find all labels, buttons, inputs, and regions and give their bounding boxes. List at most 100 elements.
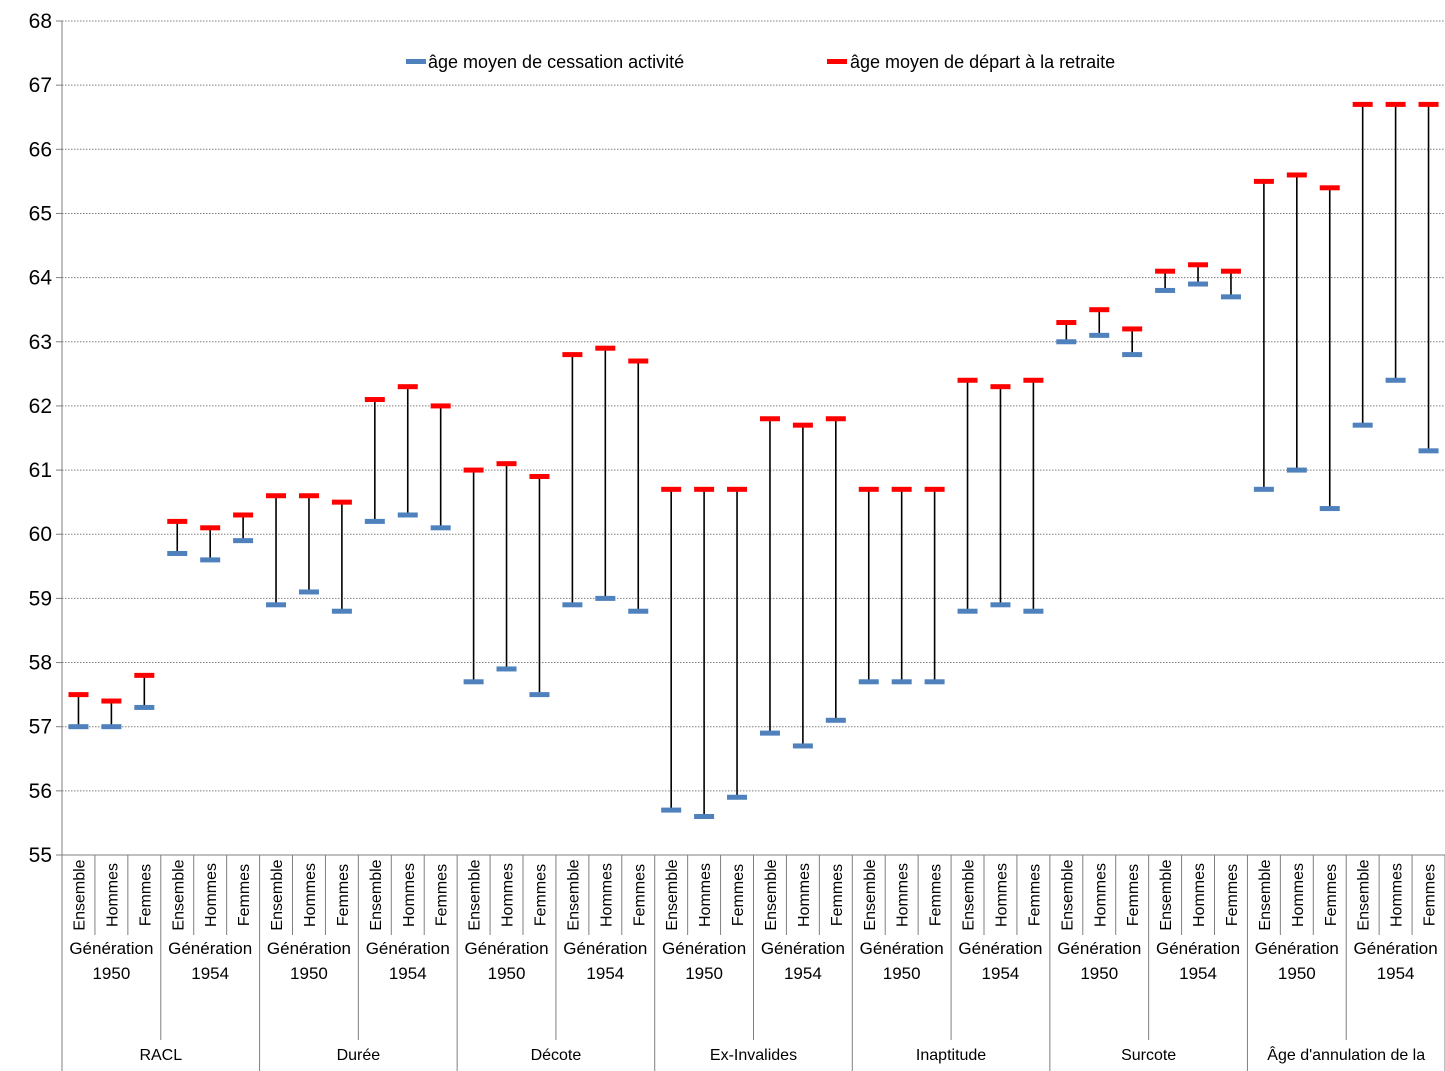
x-label-sex: Hommes <box>1092 863 1109 927</box>
x-label-generation: Génération <box>860 939 944 958</box>
retraite-marker <box>727 486 748 492</box>
x-label-sex: Hommes <box>895 863 912 927</box>
cessation-marker <box>68 724 89 730</box>
x-label-generation-year: 1954 <box>784 964 822 983</box>
cessation-marker <box>364 518 385 524</box>
retraite-marker <box>1089 307 1110 313</box>
retraite-marker <box>101 698 122 704</box>
x-label-group: Inaptitude <box>916 1047 986 1064</box>
cessation-marker <box>463 679 484 685</box>
x-label-generation-year: 1954 <box>982 964 1020 983</box>
x-label-sex: Ensemble <box>1356 859 1373 930</box>
x-axis: Ensemble Hommes Femmes Ensemble Hommes Femmes… <box>61 854 1445 1071</box>
y-tick-label-55: 55 <box>29 844 52 867</box>
x-label-generation: Génération <box>1255 939 1339 958</box>
legend-swatch-retraite <box>827 59 847 64</box>
x-label-sex: Hommes <box>796 863 813 927</box>
x-label-generation-year: 1950 <box>92 964 130 983</box>
cessation-marker <box>1056 339 1077 345</box>
retraite-marker <box>792 422 813 428</box>
retraite-marker <box>68 692 89 698</box>
retraite-marker <box>628 358 649 364</box>
x-label-generation-year: 1954 <box>586 964 624 983</box>
legend-swatch-cessation <box>406 59 426 64</box>
x-label-generation: Génération <box>366 939 450 958</box>
x-label-generation-year: 1954 <box>1377 964 1415 983</box>
retraite-marker <box>1319 185 1340 191</box>
cessation-marker <box>397 512 418 518</box>
cessation-marker <box>562 602 583 608</box>
x-label-sex: Ensemble <box>1158 859 1175 930</box>
cessation-marker <box>101 724 122 730</box>
cessation-marker <box>990 602 1011 608</box>
cessation-marker <box>1122 352 1143 358</box>
x-label-group: Ex-Invalides <box>710 1047 797 1064</box>
y-tick-label-63: 63 <box>29 331 52 354</box>
y-tick-label-61: 61 <box>29 459 52 482</box>
retraite-marker <box>1023 377 1044 383</box>
cessation-marker <box>1220 294 1241 300</box>
x-label-group: Âge d'annulation de la <box>1267 1045 1425 1064</box>
x-label-sex: Femmes <box>1026 864 1043 926</box>
x-label-sex: Ensemble <box>763 859 780 930</box>
x-label-sex: Hommes <box>993 863 1010 927</box>
x-label-sex: Hommes <box>104 863 121 927</box>
x-label-generation-year: 1950 <box>1278 964 1316 983</box>
x-label-sex: Ensemble <box>565 859 582 930</box>
x-label-sex: Ensemble <box>170 859 187 930</box>
retraite-marker <box>1188 262 1209 268</box>
y-tick-label-65: 65 <box>29 202 52 225</box>
x-label-sex: Hommes <box>401 863 418 927</box>
x-label-group: Décote <box>531 1047 582 1064</box>
cessation-marker <box>200 557 221 563</box>
y-tick-label-60: 60 <box>29 523 52 546</box>
x-label-generation-year: 1950 <box>883 964 921 983</box>
data-marks <box>68 101 1439 820</box>
x-label-generation: Génération <box>958 939 1042 958</box>
x-label-sex: Ensemble <box>467 859 484 930</box>
x-label-generation: Génération <box>267 939 351 958</box>
retraite-marker <box>1155 268 1176 274</box>
retraite-marker <box>529 473 550 479</box>
x-label-group: RACL <box>139 1047 182 1064</box>
retraite-marker <box>463 467 484 473</box>
cessation-marker <box>331 608 352 614</box>
x-label-generation-year: 1950 <box>290 964 328 983</box>
cessation-marker <box>134 704 155 710</box>
x-label-sex: Ensemble <box>664 859 681 930</box>
x-label-sex: Femmes <box>1224 864 1241 926</box>
cessation-marker <box>891 679 912 685</box>
cessation-marker <box>792 743 813 749</box>
retraite-marker <box>134 672 155 678</box>
y-tick-label-64: 64 <box>29 267 53 290</box>
x-label-generation-year: 1950 <box>488 964 526 983</box>
x-label-generation: Génération <box>1057 939 1141 958</box>
retraite-marker <box>167 518 188 524</box>
cessation-marker <box>858 679 879 685</box>
legend-label-retraite: âge moyen de départ à la retraite <box>850 52 1115 72</box>
retraite-marker <box>1385 101 1406 107</box>
x-label-sex: Femmes <box>335 864 352 926</box>
x-label-sex: Femmes <box>137 864 154 926</box>
retraite-marker <box>200 525 221 531</box>
y-tick-label-57: 57 <box>29 716 52 739</box>
retraite-marker <box>957 377 978 383</box>
x-label-sex: Ensemble <box>1059 859 1076 930</box>
x-label-generation-year: 1954 <box>389 964 427 983</box>
x-label-generation: Génération <box>761 939 845 958</box>
cessation-marker <box>1188 281 1209 287</box>
retraite-marker <box>397 384 418 390</box>
retraite-marker <box>233 512 254 518</box>
x-label-sex: Ensemble <box>368 859 385 930</box>
retraite-marker <box>990 384 1011 390</box>
x-label-sex: Ensemble <box>269 859 286 930</box>
retraite-marker <box>1253 178 1274 184</box>
retraite-marker <box>331 499 352 505</box>
y-tick-label-62: 62 <box>29 395 52 418</box>
retraite-marker <box>858 486 879 492</box>
x-label-sex: Hommes <box>203 863 220 927</box>
x-label-sex: Ensemble <box>1257 859 1274 930</box>
cessation-marker <box>628 608 649 614</box>
cessation-marker <box>924 679 945 685</box>
